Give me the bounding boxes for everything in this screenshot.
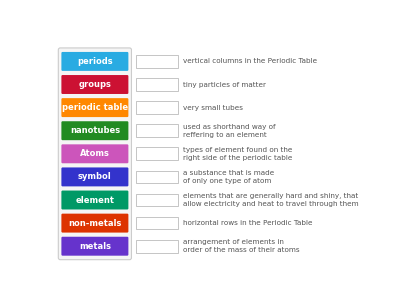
Text: tiny particles of matter: tiny particles of matter [184, 82, 266, 88]
Text: symbol: symbol [78, 172, 112, 182]
Text: elements that are generally hard and shiny, that
allow electricity and heat to t: elements that are generally hard and shi… [184, 193, 359, 207]
Bar [136, 101, 178, 114]
Text: non-metals: non-metals [68, 219, 122, 228]
FancyBboxPatch shape [58, 48, 132, 260]
Text: very small tubes: very small tubes [184, 105, 244, 111]
FancyBboxPatch shape [61, 121, 128, 140]
FancyBboxPatch shape [61, 144, 128, 163]
FancyBboxPatch shape [61, 75, 128, 94]
Bar [136, 148, 178, 160]
Text: horizontal rows in the Periodic Table: horizontal rows in the Periodic Table [184, 220, 313, 226]
Bar [136, 78, 178, 91]
Text: used as shorthand way of
reffering to an element: used as shorthand way of reffering to an… [184, 124, 276, 138]
FancyBboxPatch shape [61, 237, 128, 256]
Text: types of element found on the
right side of the periodic table: types of element found on the right side… [184, 147, 293, 161]
Text: Atoms: Atoms [80, 149, 110, 158]
FancyBboxPatch shape [61, 190, 128, 209]
Bar [136, 240, 178, 253]
FancyBboxPatch shape [61, 167, 128, 186]
Text: element: element [75, 196, 114, 205]
Text: vertical columns in the Periodic Table: vertical columns in the Periodic Table [184, 58, 318, 64]
Bar [136, 55, 178, 68]
Bar [136, 171, 178, 183]
Bar [136, 124, 178, 137]
Bar [136, 194, 178, 206]
Text: nanotubes: nanotubes [70, 126, 120, 135]
Text: arrangement of elements in
order of the mass of their atoms: arrangement of elements in order of the … [184, 239, 300, 253]
Bar [136, 217, 178, 230]
Text: groups: groups [78, 80, 111, 89]
Text: periodic table: periodic table [62, 103, 128, 112]
FancyBboxPatch shape [61, 98, 128, 117]
Text: a substance that is made
of only one type of atom: a substance that is made of only one typ… [184, 170, 275, 184]
Text: metals: metals [79, 242, 111, 251]
Text: periods: periods [77, 57, 113, 66]
FancyBboxPatch shape [61, 52, 128, 71]
FancyBboxPatch shape [61, 214, 128, 232]
